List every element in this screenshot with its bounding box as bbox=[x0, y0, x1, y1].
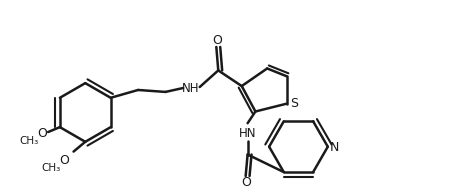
Text: O: O bbox=[37, 127, 47, 140]
Text: NH: NH bbox=[182, 82, 200, 94]
Text: O: O bbox=[242, 176, 252, 189]
Text: S: S bbox=[291, 97, 298, 110]
Text: CH₃: CH₃ bbox=[19, 136, 38, 146]
Text: O: O bbox=[213, 34, 222, 47]
Text: HN: HN bbox=[239, 127, 256, 139]
Text: N: N bbox=[330, 141, 339, 154]
Text: CH₃: CH₃ bbox=[42, 163, 61, 173]
Text: O: O bbox=[59, 154, 69, 167]
